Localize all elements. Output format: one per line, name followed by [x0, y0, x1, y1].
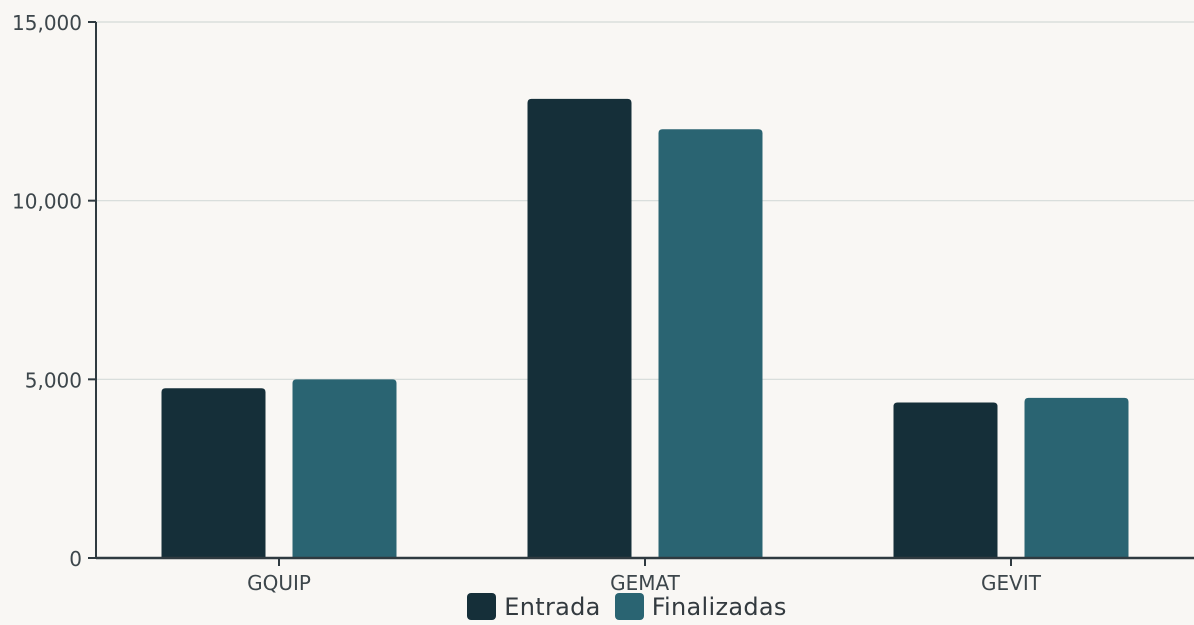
bar-finalizadas-gemat[interactable]: [658, 129, 763, 558]
legend-label-finalizadas: Finalizadas: [651, 592, 787, 621]
bar-entrada-gquip[interactable]: [161, 388, 266, 558]
axes: [88, 21, 1194, 566]
bar-entrada-gemat[interactable]: [527, 98, 632, 559]
x-tick-label: GQUIP: [247, 571, 311, 595]
bar-entrada-gevit[interactable]: [893, 402, 998, 558]
legend-label-entrada: Entrada: [504, 592, 601, 621]
legend-item-entrada[interactable]: Entrada: [467, 593, 600, 621]
x-tick-label: GEVIT: [981, 571, 1042, 595]
y-tick-label: 5,000: [25, 368, 82, 392]
legend-swatch-entrada: [467, 593, 497, 620]
y-tick-label: 0: [69, 547, 82, 571]
legend: Entrada Finalizadas: [0, 592, 1194, 621]
bar-finalizadas-gevit[interactable]: [1024, 397, 1129, 558]
gridlines: [96, 21, 1194, 380]
y-tick-label: 10,000: [12, 190, 82, 214]
bars: [161, 98, 1129, 559]
x-tick-label: GEMAT: [610, 571, 681, 595]
legend-item-finalizadas[interactable]: Finalizadas: [614, 592, 787, 621]
bar-finalizadas-gquip[interactable]: [292, 379, 397, 558]
tick-labels: 0 5,000 10,000 15,000 GQUIP GEMAT GEVIT: [12, 11, 1042, 595]
y-tick-label: 15,000: [12, 11, 82, 35]
legend-swatch-finalizadas: [614, 593, 644, 620]
